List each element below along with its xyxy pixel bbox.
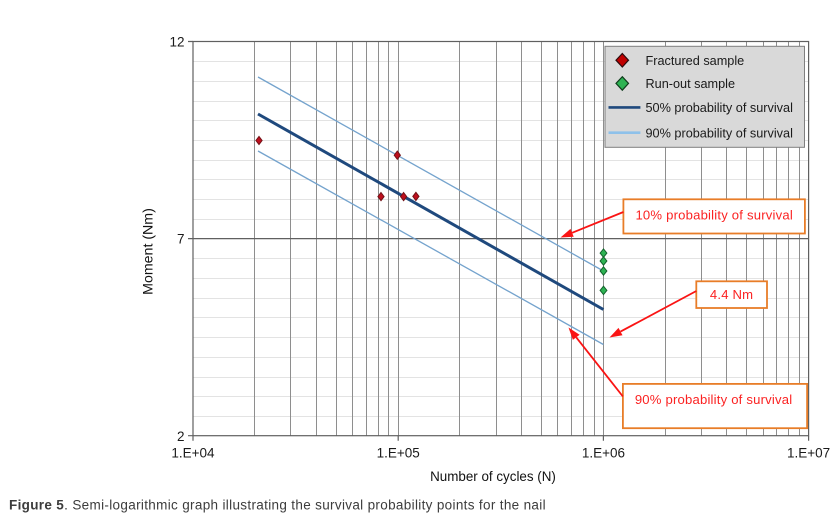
- svg-text:Figure 5. Semi-logarithmic gra: Figure 5. Semi-logarithmic graph illustr…: [9, 498, 546, 513]
- svg-text:50% probability of survival: 50% probability of survival: [646, 101, 793, 115]
- svg-text:12: 12: [169, 35, 184, 50]
- svg-text:Moment (Nm): Moment (Nm): [141, 208, 157, 295]
- svg-text:7: 7: [177, 232, 185, 247]
- svg-text:Run-out sample: Run-out sample: [646, 77, 736, 91]
- svg-text:2: 2: [177, 429, 185, 444]
- svg-text:90% probability of survival: 90% probability of survival: [635, 392, 793, 407]
- svg-text:Fractured sample: Fractured sample: [646, 54, 745, 68]
- svg-text:Number of cycles (N): Number of cycles (N): [430, 469, 556, 484]
- svg-text:4.4 Nm: 4.4 Nm: [710, 287, 753, 302]
- svg-text:10% probability of survival: 10% probability of survival: [635, 208, 793, 223]
- svg-text:1.E+04: 1.E+04: [171, 446, 215, 461]
- svg-text:90% probability of survival: 90% probability of survival: [646, 126, 793, 140]
- svg-text:1.E+05: 1.E+05: [377, 446, 420, 461]
- svg-text:1.E+07: 1.E+07: [787, 446, 830, 461]
- svg-text:1.E+06: 1.E+06: [582, 446, 625, 461]
